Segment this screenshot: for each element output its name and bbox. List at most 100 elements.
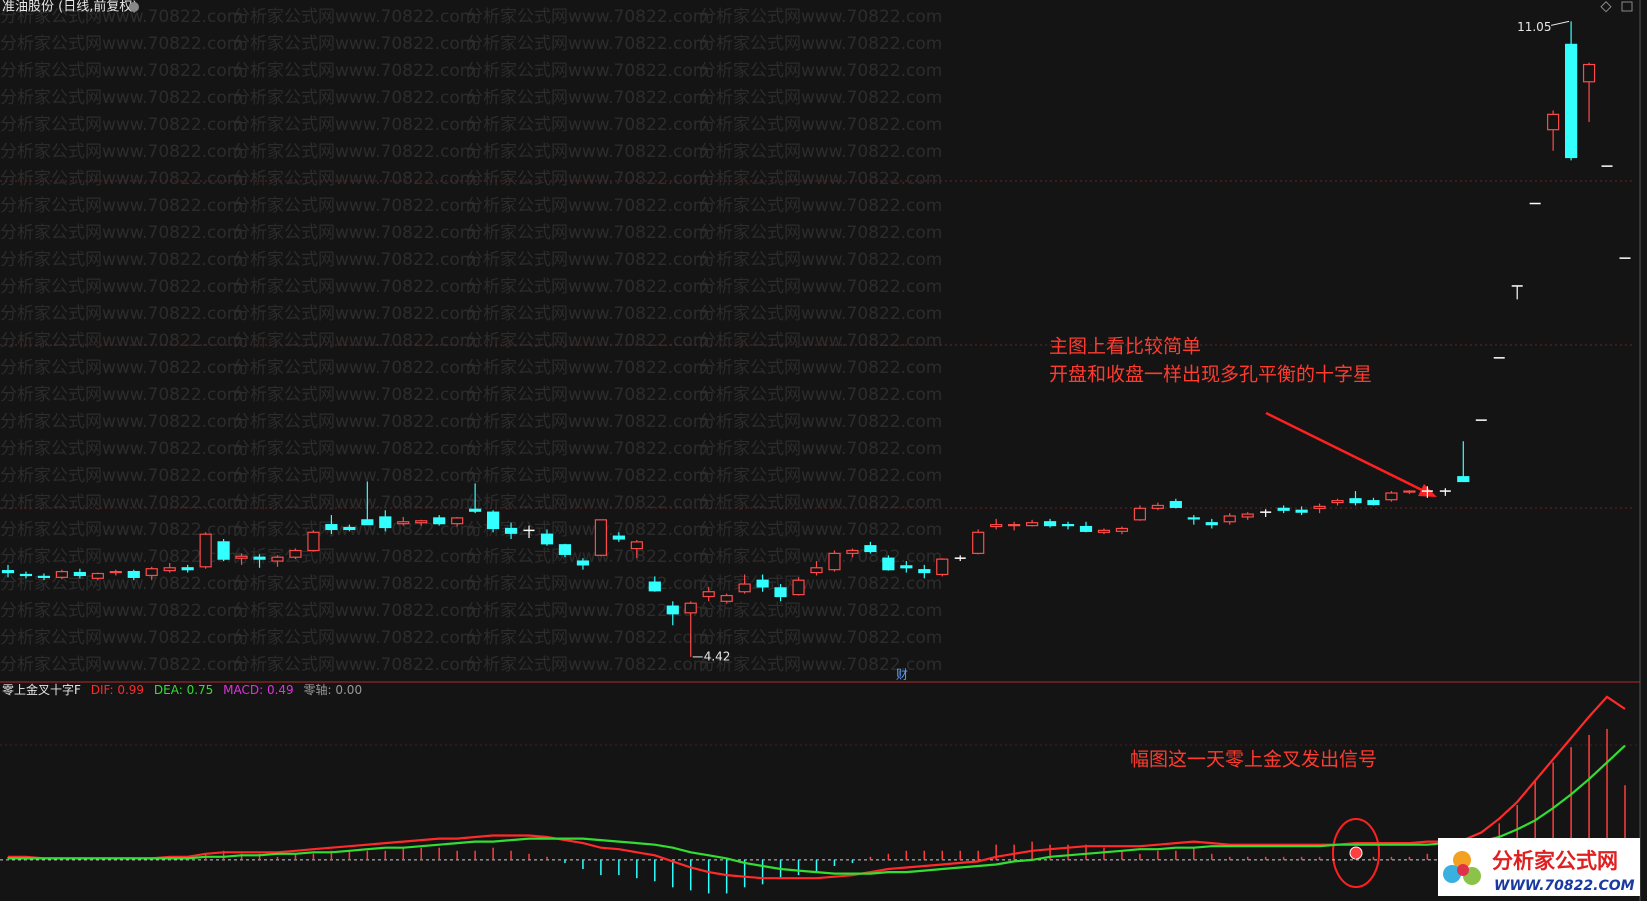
watermark-text: 分析家公式网www.70822.com xyxy=(233,574,476,594)
watermark-text: 分析家公式网www.70822.com xyxy=(0,250,243,270)
watermark-text: 分析家公式网www.70822.com xyxy=(233,439,476,459)
candle-body xyxy=(882,557,895,571)
watermark-text: 分析家公式网www.70822.com xyxy=(699,358,942,378)
watermark-text: 分析家公式网www.70822.com xyxy=(0,61,243,81)
watermark-text: 分析家公式网www.70822.com xyxy=(233,628,476,648)
watermark-text: 分析家公式网www.70822.com xyxy=(466,439,709,459)
candle-body xyxy=(702,591,715,598)
watermark-text: 分析家公式网www.70822.com xyxy=(466,547,709,567)
watermark-text: 分析家公式网www.70822.com xyxy=(466,493,709,513)
candle-body xyxy=(73,571,86,577)
candle-body xyxy=(630,541,643,550)
watermark-text: 分析家公式网www.70822.com xyxy=(466,358,709,378)
annotation: 开盘和收盘一样出现多孔平衡的十字星 xyxy=(1049,364,1372,386)
toolbar-icon[interactable] xyxy=(1621,1,1633,12)
logo-background xyxy=(1438,838,1640,896)
candle-body xyxy=(846,549,859,554)
candle-body xyxy=(720,594,733,602)
watermark-text: 分析家公式网www.70822.com xyxy=(699,520,942,540)
watermark-text: 分析家公式网www.70822.com xyxy=(466,574,709,594)
indicator-legend: 零上金叉十字F DIF: 0.99 DEA: 0.75 MACD: 0.49 零… xyxy=(2,682,362,697)
annotation: 幅图这一天零上金叉发出信号 xyxy=(1130,749,1377,771)
candle-body xyxy=(1547,113,1560,131)
toolbar-icon[interactable] xyxy=(1600,1,1612,13)
candle-body xyxy=(810,567,823,574)
candle-body xyxy=(1349,498,1362,504)
watermark-text: 分析家公式网www.70822.com xyxy=(699,574,942,594)
low-marker: 4.42 xyxy=(704,649,731,663)
candle-body xyxy=(109,570,122,574)
candle-body xyxy=(1295,509,1308,513)
candle-body xyxy=(145,568,158,577)
candle-body xyxy=(361,519,374,526)
watermark-text: 分析家公式网www.70822.com xyxy=(699,331,942,351)
candle-body xyxy=(91,572,104,579)
candle-body xyxy=(1043,521,1057,527)
candle-body xyxy=(1313,505,1326,509)
watermark-text: 分析家公式网www.70822.com xyxy=(0,115,243,135)
candle-body xyxy=(1457,476,1470,483)
candle-body xyxy=(576,560,590,566)
watermark-text: 分析家公式网www.70822.com xyxy=(233,7,476,27)
settings-icon[interactable] xyxy=(129,2,139,12)
watermark-text: 分析家公式网www.70822.com xyxy=(466,520,709,540)
indicator-line xyxy=(8,695,1626,880)
candle-body xyxy=(918,569,931,574)
watermark-text: 分析家公式网www.70822.com xyxy=(699,34,942,54)
candle-body xyxy=(1008,524,1021,527)
candle-body xyxy=(864,545,877,553)
candle-body xyxy=(1277,507,1290,511)
watermark-text: 分析家公式网www.70822.com xyxy=(233,358,476,378)
candle-body xyxy=(1331,500,1344,504)
candle-body xyxy=(451,517,464,525)
watermark-text: 分析家公式网www.70822.com xyxy=(0,520,243,540)
legend-entry: MACD: 0.49 xyxy=(223,683,294,697)
watermark-text: 分析家公式网www.70822.com xyxy=(0,628,243,648)
watermark-text: 分析家公式网www.70822.com xyxy=(699,466,942,486)
candle-body xyxy=(1187,517,1200,520)
watermark-text: 分析家公式网www.70822.com xyxy=(0,223,243,243)
candle-body xyxy=(1367,500,1380,506)
candle-body xyxy=(558,544,572,555)
watermark-text: 分析家公式网www.70822.com xyxy=(466,331,709,351)
watermark-text: 分析家公式网www.70822.com xyxy=(466,304,709,324)
watermark-text: 分析家公式网www.70822.com xyxy=(0,493,243,513)
high-marker-arrow xyxy=(1550,20,1570,26)
watermark-text: 分析家公式网www.70822.com xyxy=(466,385,709,405)
candle-body xyxy=(1169,501,1182,508)
annotation: 主图上看比较简单 xyxy=(1049,336,1201,358)
candle-body xyxy=(792,579,805,596)
watermark-text: 分析家公式网www.70822.com xyxy=(233,466,476,486)
watermark-text: 分析家公式网www.70822.com xyxy=(699,223,942,243)
candle-body xyxy=(55,570,69,578)
watermark-text: 分析家公式网www.70822.com xyxy=(233,331,476,351)
watermark-text: 分析家公式网www.70822.com xyxy=(0,142,243,162)
watermark-text: 分析家公式网www.70822.com xyxy=(699,142,942,162)
event-marker: 财 xyxy=(896,668,908,682)
annotation-arrow xyxy=(1265,411,1429,495)
watermark-text: 分析家公式网www.70822.com xyxy=(233,412,476,432)
candle-body xyxy=(127,570,140,578)
watermark-text: 分析家公式网www.70822.com xyxy=(233,493,476,513)
candle-body xyxy=(1133,507,1147,521)
watermark-text: 分析家公式网www.70822.com xyxy=(466,34,709,54)
candle-body xyxy=(37,575,51,578)
watermark-text: 分析家公式网www.70822.com xyxy=(233,385,476,405)
logo-title: 分析家公式网 xyxy=(1492,849,1618,873)
watermark-text: 分析家公式网www.70822.com xyxy=(699,88,942,108)
watermark-text: 分析家公式网www.70822.com xyxy=(466,466,709,486)
watermark-text: 分析家公式网www.70822.com xyxy=(233,61,476,81)
indicator-name: 零上金叉十字F xyxy=(2,682,81,697)
watermark-text: 分析家公式网www.70822.com xyxy=(466,601,709,621)
logo-petal xyxy=(1457,864,1469,876)
watermark-text: 分析家公式网www.70822.com xyxy=(0,385,243,405)
watermark-layer: 分析家公式网www.70822.com分析家公式网www.70822.com分析… xyxy=(0,7,942,675)
logo-petal xyxy=(1453,851,1471,869)
candle-body xyxy=(325,524,338,531)
watermark-text: 分析家公式网www.70822.com xyxy=(699,304,942,324)
candle-body xyxy=(181,567,194,571)
watermark-text: 分析家公式网www.70822.com xyxy=(0,88,243,108)
candle-body xyxy=(666,605,679,615)
